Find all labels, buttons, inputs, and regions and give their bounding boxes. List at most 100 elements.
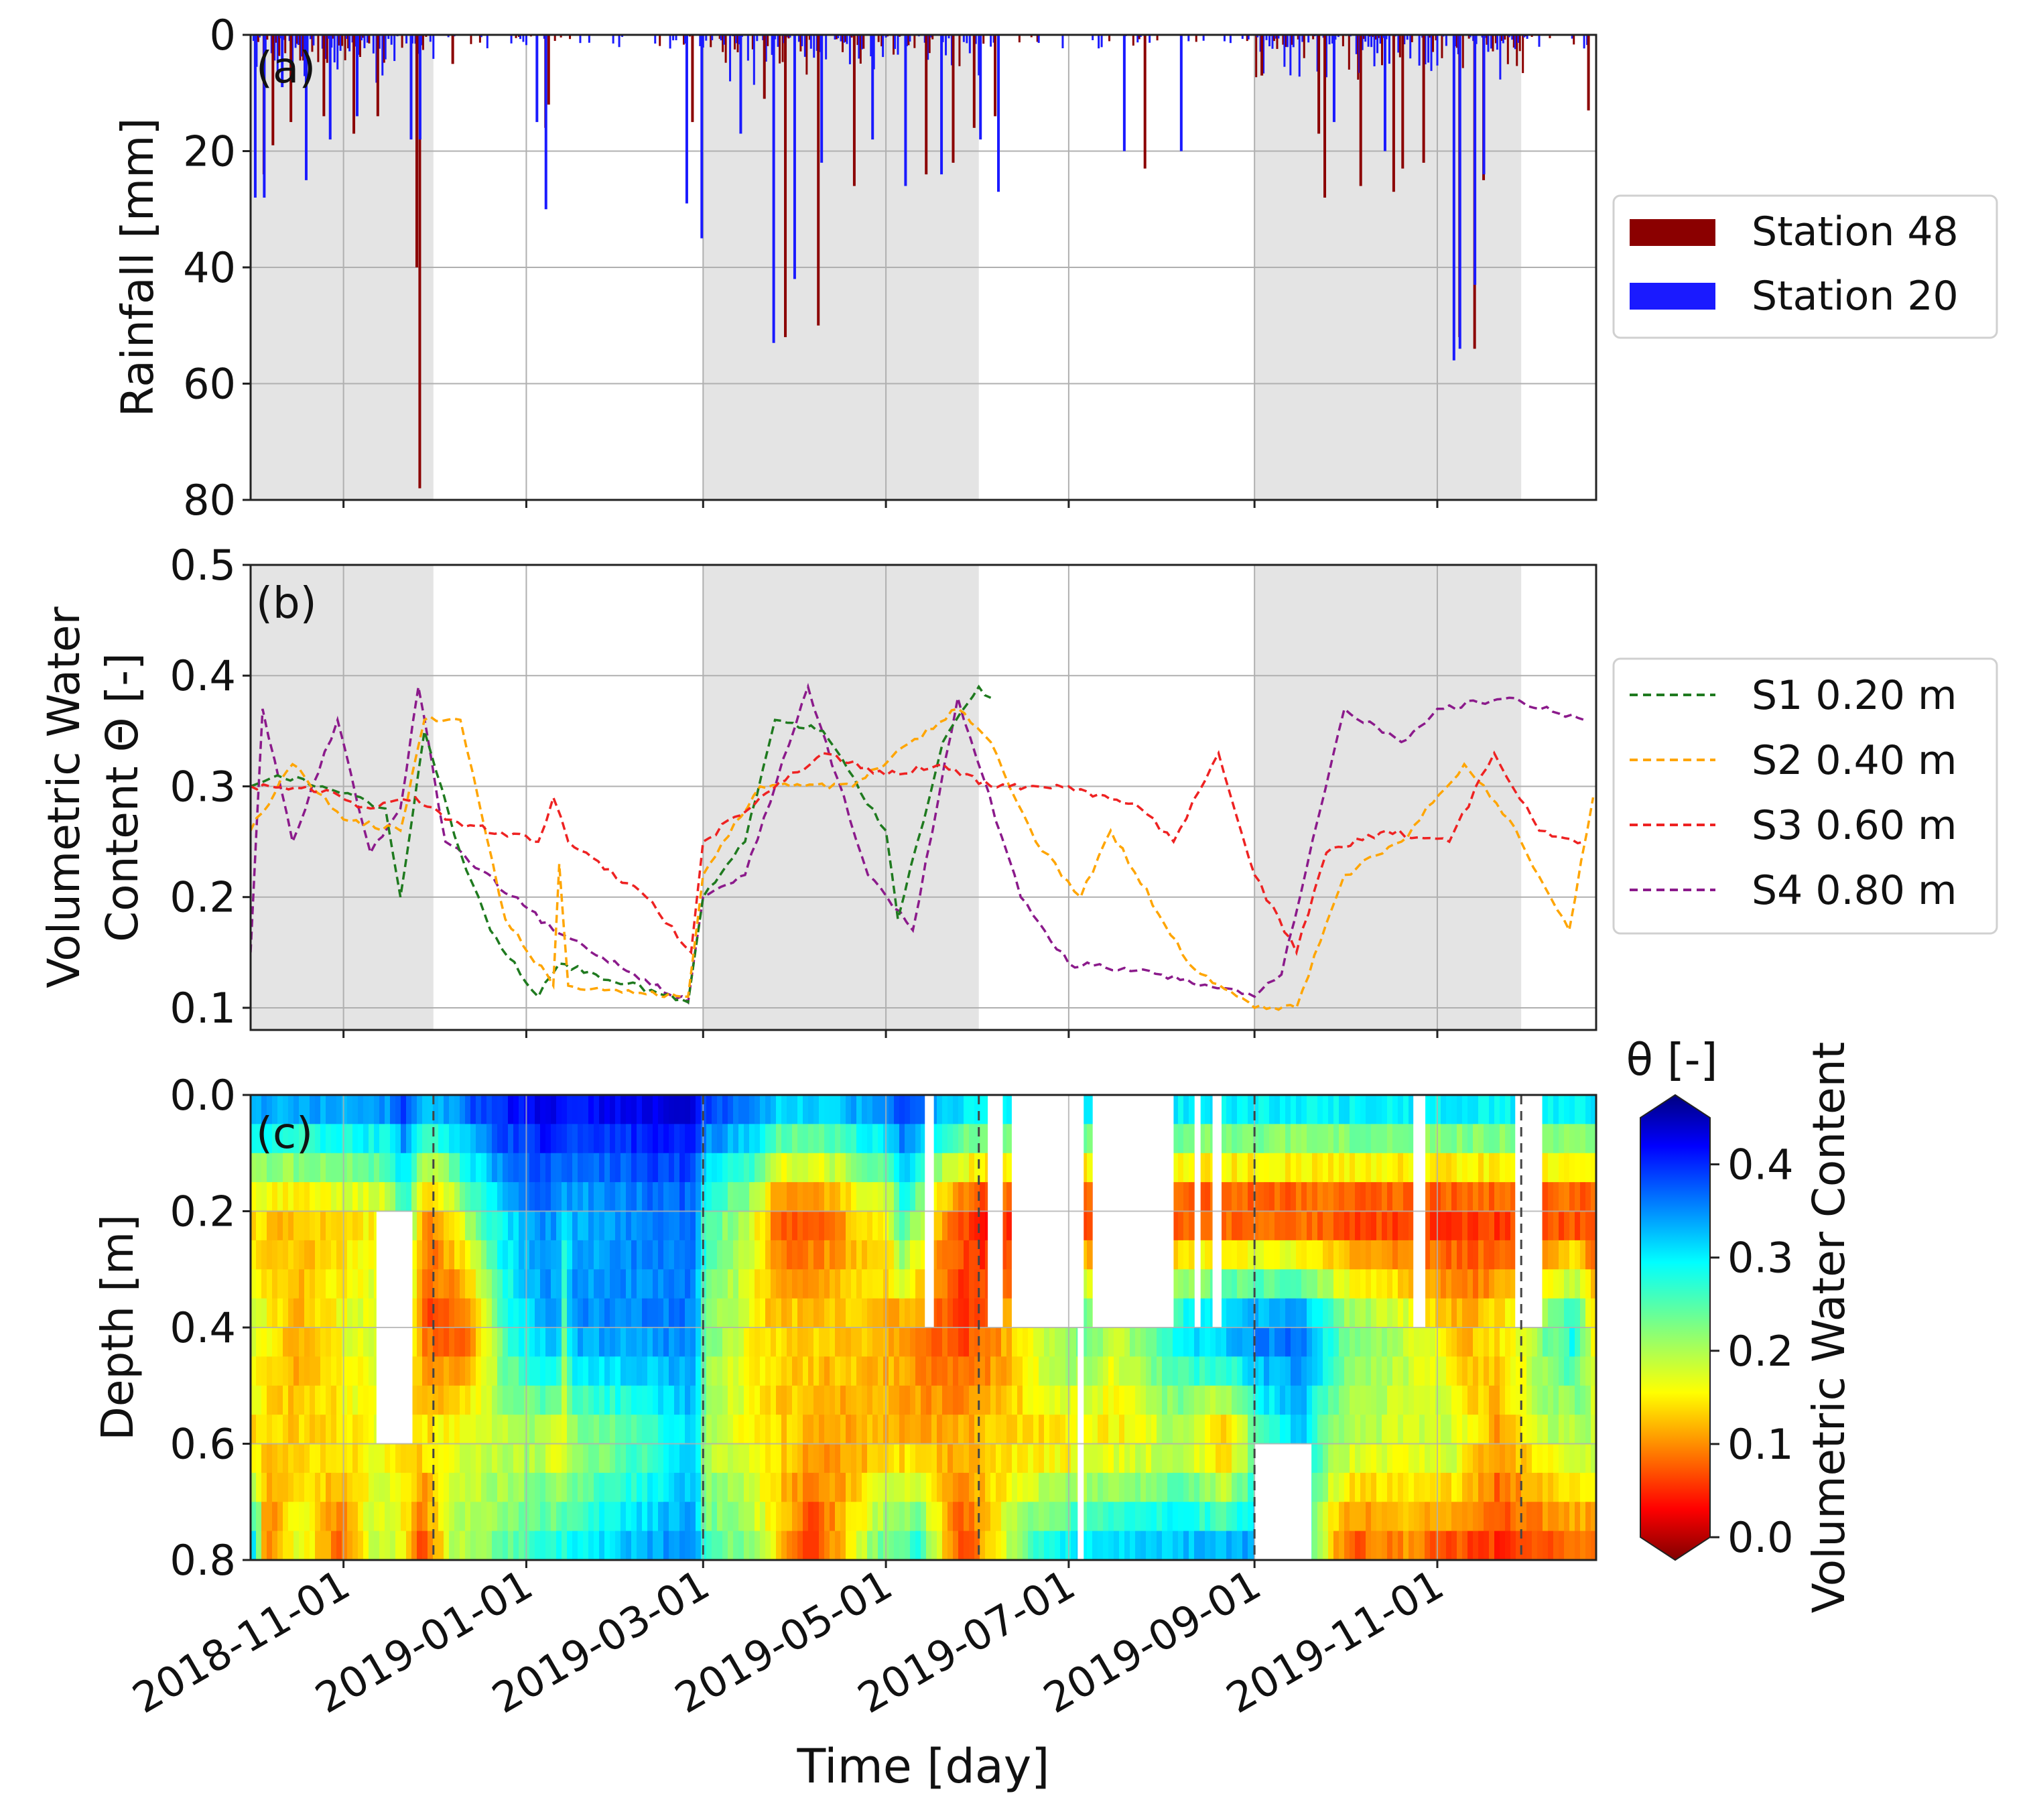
heatmap-cell-24 — [256, 1298, 262, 1328]
heatmap-cell-3498 — [1419, 1356, 1425, 1386]
heatmap-cell-1977 — [910, 1327, 916, 1357]
heatmap-cell-3838 — [1532, 1472, 1538, 1502]
rain-bar-station-20-small-192 — [860, 35, 863, 50]
heatmap-cell-2409 — [1055, 1327, 1061, 1357]
heatmap-cell-488 — [411, 1298, 417, 1328]
rain-bar-station-48-small-381 — [1504, 35, 1506, 40]
rain-bar-station-20-small-135 — [729, 35, 732, 82]
heatmap-cell-1402 — [717, 1356, 723, 1386]
heatmap-cell-2240 — [996, 1531, 1002, 1560]
heatmap-cell-2941 — [1232, 1443, 1238, 1474]
heatmap-cell-3578 — [1446, 1356, 1452, 1386]
heatmap-cell-1781 — [846, 1211, 852, 1241]
heatmap-cell-2157 — [969, 1443, 975, 1474]
heatmap-cell-3269 — [1344, 1211, 1350, 1241]
heatmap-cell-749 — [497, 1443, 503, 1474]
heatmap-cell-1188 — [647, 1182, 653, 1212]
heatmap-cell-3855 — [1537, 1502, 1543, 1532]
heatmap-cell-1915 — [889, 1385, 895, 1415]
rain-bar-station-48-small-40 — [326, 35, 328, 63]
rain-bar-station-48-small-326 — [1375, 35, 1378, 40]
heatmap-cell-2085 — [947, 1211, 954, 1241]
heatmap-cell-480 — [406, 1531, 412, 1560]
heatmap-cell-556 — [433, 1415, 439, 1445]
heatmap-cell-1008 — [583, 1531, 589, 1560]
heatmap-cell-541 — [428, 1443, 434, 1474]
rain-bar-station-48-small-353 — [1441, 35, 1443, 58]
heatmap-cell-3736 — [1500, 1298, 1506, 1328]
heatmap-cell-983 — [578, 1269, 584, 1299]
heatmap-cell-463 — [401, 1502, 407, 1532]
heatmap-cell-301 — [347, 1443, 353, 1474]
heatmap-cell-1508 — [755, 1182, 761, 1212]
heatmap-cell-3645 — [1467, 1443, 1474, 1474]
heatmap-cell-3969 — [1580, 1095, 1586, 1124]
heatmap-cell-1933 — [894, 1443, 900, 1474]
heatmap-cell-1674 — [808, 1356, 814, 1386]
heatmap-cell-2139 — [964, 1385, 970, 1415]
heatmap-cell-747 — [497, 1385, 503, 1415]
heatmap-cell-1966 — [905, 1472, 911, 1502]
heatmap-cell-1157 — [637, 1211, 643, 1241]
heatmap-cell-141 — [293, 1443, 300, 1474]
heatmap-cell-3907 — [1559, 1153, 1565, 1183]
heatmap-cell-3205 — [1323, 1211, 1329, 1241]
heatmap-cell-211 — [320, 1153, 326, 1183]
rain-bar-station-20-26 — [1452, 35, 1455, 361]
heatmap-cell-553 — [433, 1327, 439, 1357]
heatmap-cell-1519 — [755, 1502, 761, 1532]
heatmap-cell-2591 — [1114, 1502, 1120, 1532]
heatmap-cell-2943 — [1232, 1502, 1238, 1532]
heatmap-cell-3033 — [1264, 1327, 1270, 1357]
heatmap-cell-682 — [476, 1356, 482, 1386]
heatmap-cell-522 — [422, 1356, 428, 1386]
heatmap-cell-339 — [363, 1153, 369, 1183]
heatmap-cell-1209 — [653, 1327, 659, 1357]
heatmap-cell-2377 — [1044, 1327, 1050, 1357]
heatmap-cell-1319 — [690, 1269, 696, 1299]
heatmap-cell-3937 — [1569, 1095, 1575, 1124]
heatmap-cell-3568 — [1441, 1531, 1447, 1560]
heatmap-cell-3613 — [1457, 1443, 1463, 1474]
heatmap-cell-309 — [352, 1211, 358, 1241]
rain-bar-station-20-9 — [535, 35, 539, 123]
heatmap-cell-1522 — [760, 1124, 766, 1154]
heatmap-cell-3460 — [1409, 1182, 1415, 1212]
heatmap-cell-915 — [556, 1153, 562, 1183]
heatmap-cell-758 — [503, 1240, 509, 1270]
heatmap-cell-1437 — [728, 1443, 734, 1474]
heatmap-cell-1204 — [653, 1182, 659, 1212]
heatmap-cell-1636 — [797, 1182, 803, 1212]
heatmap-cell-1149 — [631, 1443, 637, 1474]
heatmap-cell-1139 — [631, 1153, 637, 1183]
heatmap-cell-3688 — [1484, 1298, 1490, 1328]
heatmap-cell-1888 — [878, 1531, 884, 1560]
heatmap-cell-3078 — [1280, 1240, 1286, 1270]
heatmap-cell-1656 — [803, 1298, 809, 1328]
heatmap-cell-883 — [545, 1153, 551, 1183]
rain-bar-station-20-small-45 — [333, 35, 336, 63]
heatmap-cell-1417 — [722, 1327, 728, 1357]
heatmap-cell-1569 — [776, 1095, 782, 1124]
heatmap-cell-1425 — [728, 1095, 734, 1124]
heatmap-cell-3673 — [1478, 1327, 1484, 1357]
heatmap-cell-1096 — [615, 1298, 621, 1328]
heatmap-cell-1336 — [696, 1298, 702, 1328]
heatmap-cell-80 — [272, 1531, 278, 1560]
rain-bar-station-48-small-13 — [278, 35, 281, 56]
heatmap-cell-3295 — [1350, 1502, 1356, 1532]
heatmap-cell-1929 — [894, 1327, 900, 1357]
heatmap-cell-2052 — [937, 1182, 943, 1212]
heatmap-cell-2302 — [1017, 1472, 1023, 1502]
heatmap-cell-840 — [529, 1298, 535, 1328]
heatmap-cell-858 — [535, 1356, 541, 1386]
rain-bar-station-48-32 — [1587, 35, 1590, 111]
heatmap-cell-669 — [470, 1443, 476, 1474]
heatmap-cell-2059 — [937, 1385, 943, 1415]
heatmap-cell-1304 — [685, 1298, 691, 1328]
heatmap-cell-1026 — [594, 1124, 600, 1154]
heatmap-cell-3348 — [1371, 1182, 1377, 1212]
rain-bar-station-20-small-159 — [789, 35, 791, 38]
heatmap-cell-806 — [519, 1240, 525, 1270]
heatmap-cell-3347 — [1371, 1153, 1377, 1183]
